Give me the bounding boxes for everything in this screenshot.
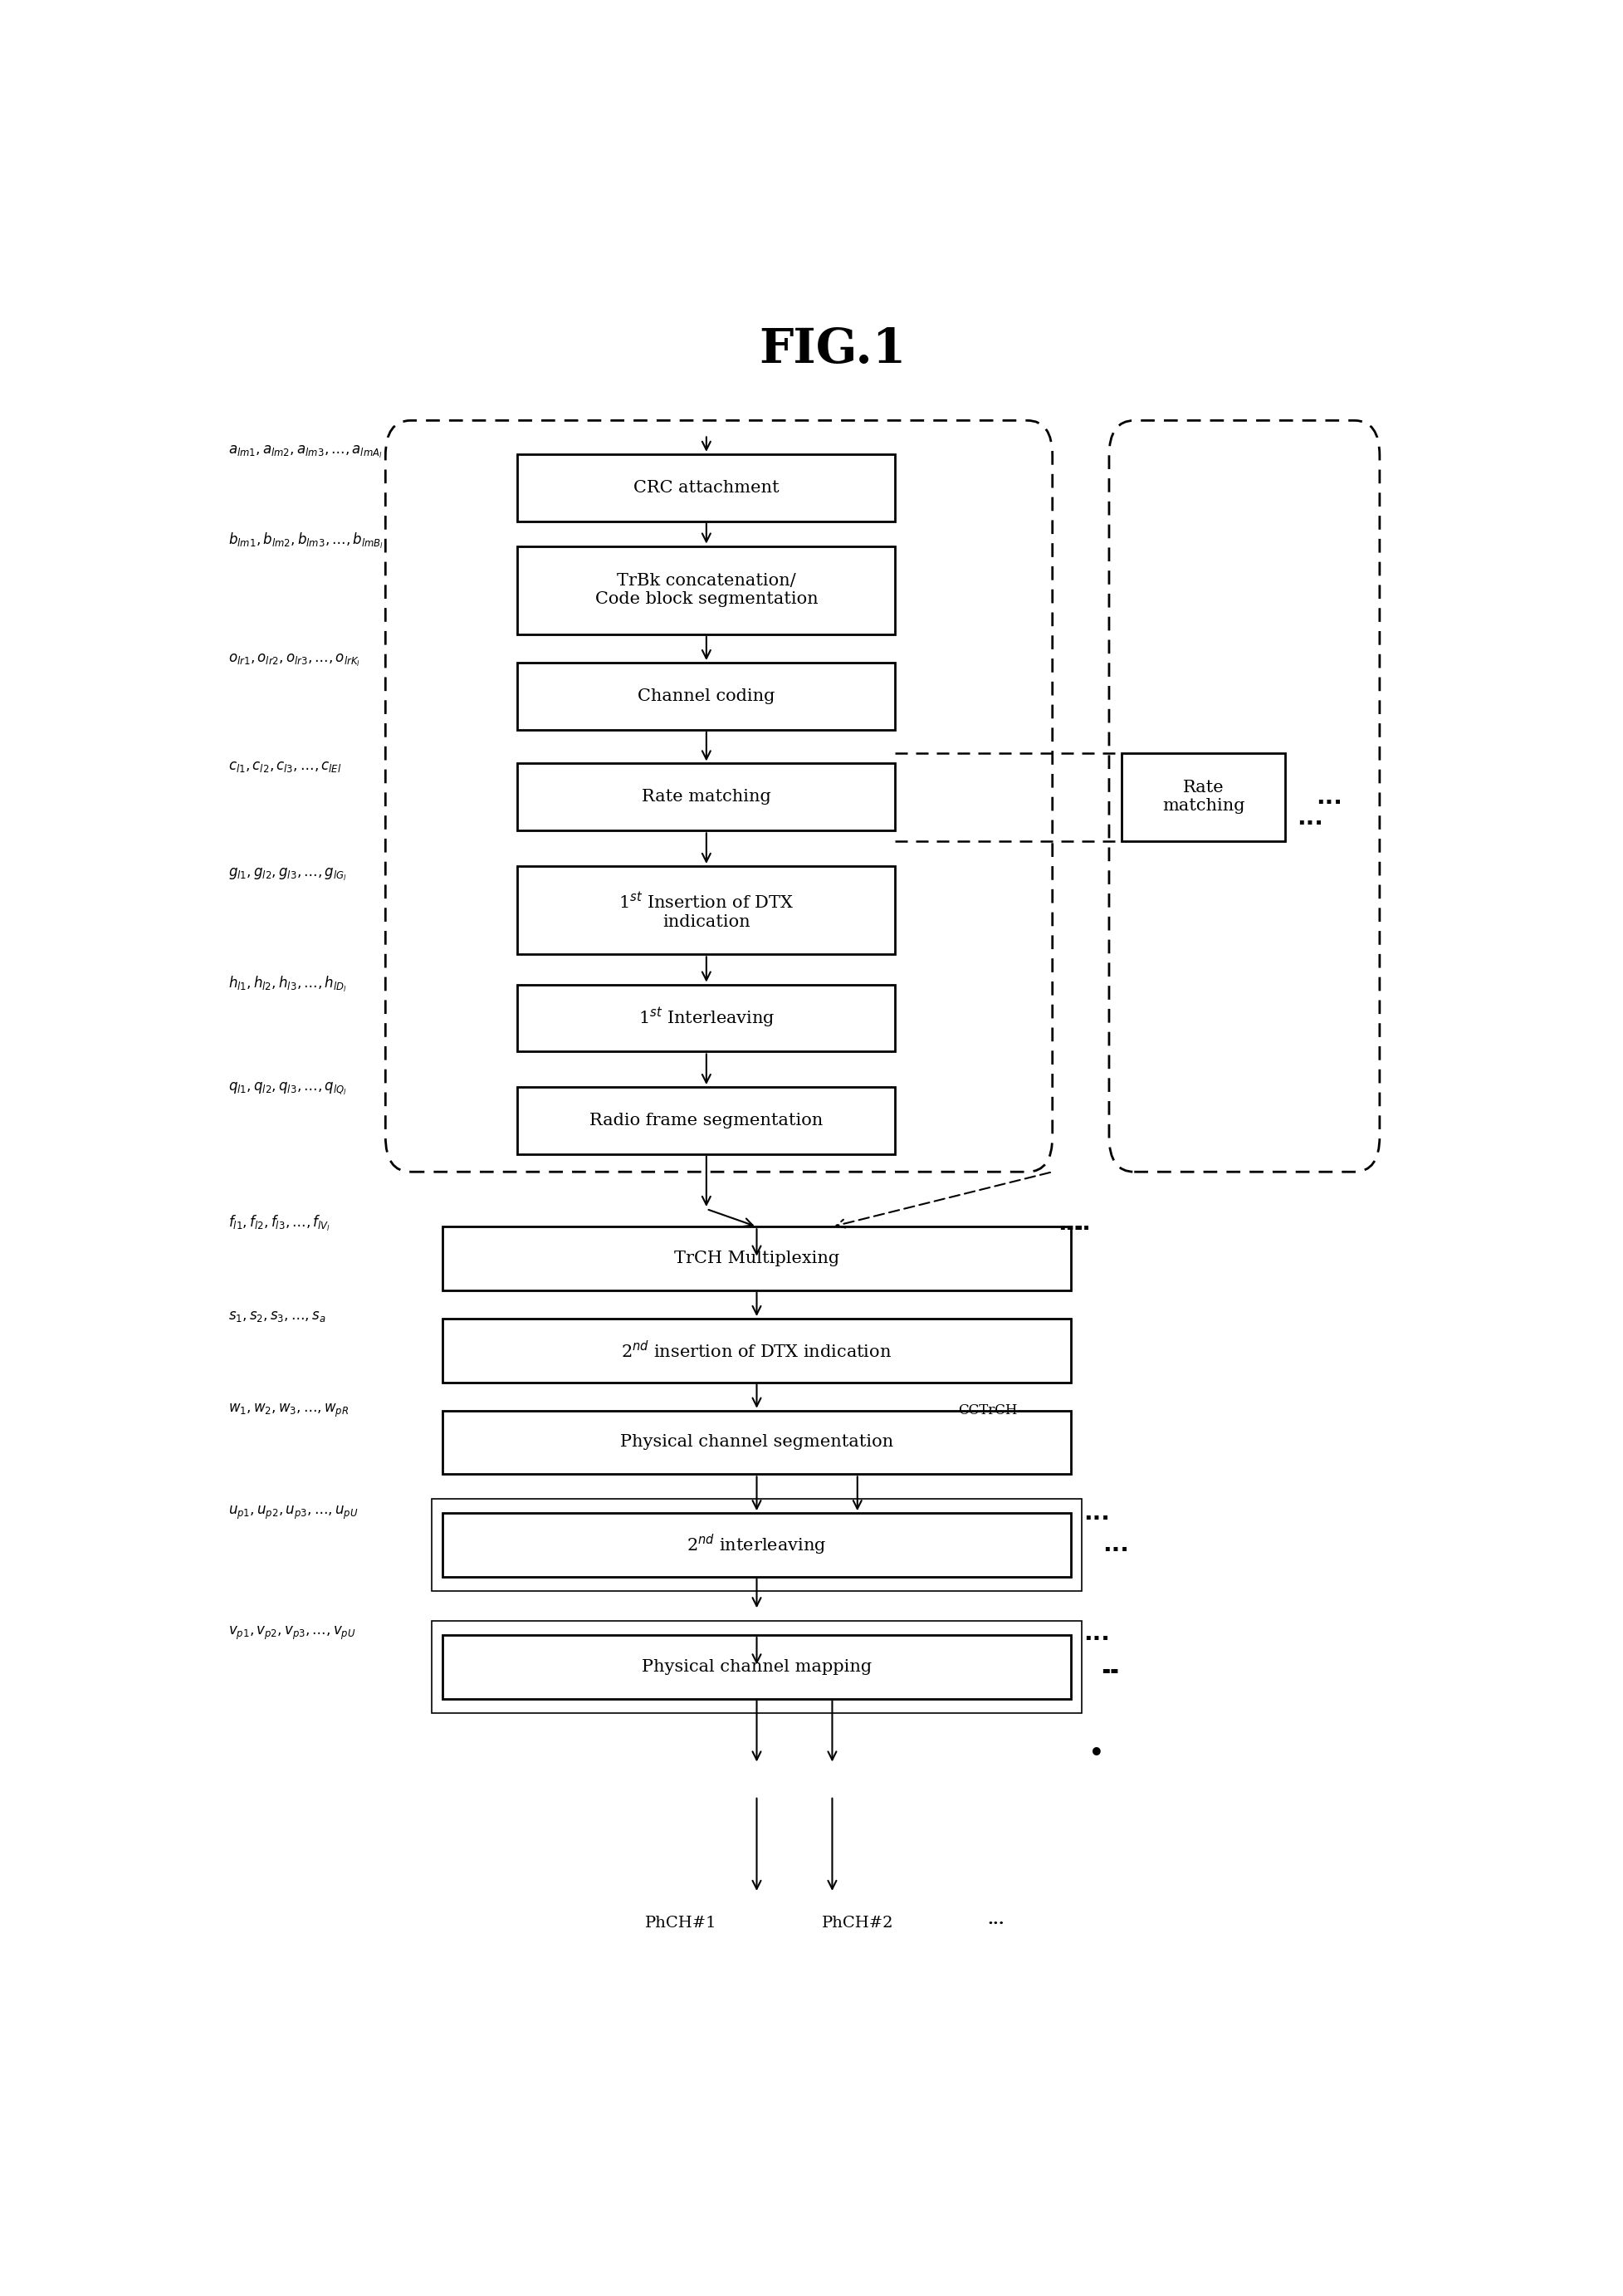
Text: ..: .. (1100, 1655, 1117, 1678)
Text: Channel coding: Channel coding (638, 689, 774, 705)
Text: ...: ... (1102, 1534, 1128, 1557)
Text: ...: ... (1297, 806, 1323, 829)
Text: $b_{lm1},b_{lm2},b_{lm3},\ldots,b_{lmB_l}$: $b_{lm1},b_{lm2},b_{lm3},\ldots,b_{lmB_l… (227, 530, 383, 551)
Text: 1$^{st}$ Interleaving: 1$^{st}$ Interleaving (638, 1006, 774, 1031)
FancyBboxPatch shape (1121, 753, 1285, 840)
FancyBboxPatch shape (518, 664, 894, 730)
Text: ...: ... (1058, 1212, 1084, 1235)
FancyBboxPatch shape (518, 455, 894, 521)
Text: FIG.1: FIG.1 (758, 326, 906, 372)
Text: ...: ... (1083, 1621, 1109, 1644)
Text: $s_1,s_2,s_3,\ldots,s_a$: $s_1,s_2,s_3,\ldots,s_a$ (227, 1309, 326, 1325)
Text: $h_{l1},h_{l2},h_{l3},\ldots,h_{lD_l}$: $h_{l1},h_{l2},h_{l3},\ldots,h_{lD_l}$ (227, 976, 346, 994)
Text: $g_{l1},g_{l2},g_{l3},\ldots,g_{lG_l}$: $g_{l1},g_{l2},g_{l3},\ldots,g_{lG_l}$ (227, 868, 347, 882)
FancyBboxPatch shape (441, 1635, 1071, 1699)
FancyBboxPatch shape (518, 985, 894, 1052)
Text: ..: .. (1102, 1655, 1120, 1678)
Text: PhCH#2: PhCH#2 (821, 1915, 893, 1931)
Text: ...: ... (1315, 785, 1342, 808)
Text: $v_{p1},v_{p2},v_{p3},\ldots,v_{pU}$: $v_{p1},v_{p2},v_{p3},\ldots,v_{pU}$ (227, 1626, 355, 1642)
Text: ...: ... (987, 1913, 1005, 1926)
Text: $q_{l1},q_{l2},q_{l3},\ldots,q_{lQ_l}$: $q_{l1},q_{l2},q_{l3},\ldots,q_{lQ_l}$ (227, 1081, 347, 1097)
Text: $f_{l1},f_{l2},f_{l3},\ldots,f_{lV_l}$: $f_{l1},f_{l2},f_{l3},\ldots,f_{lV_l}$ (227, 1215, 329, 1233)
Text: 2$^{nd}$ interleaving: 2$^{nd}$ interleaving (687, 1534, 826, 1557)
Text: ...: ... (1063, 1212, 1091, 1235)
FancyBboxPatch shape (518, 546, 894, 634)
FancyBboxPatch shape (518, 765, 894, 831)
Text: CCTrCH: CCTrCH (958, 1403, 1018, 1417)
FancyBboxPatch shape (441, 1226, 1071, 1290)
Text: 1$^{st}$ Insertion of DTX
indication: 1$^{st}$ Insertion of DTX indication (618, 891, 794, 930)
FancyBboxPatch shape (518, 866, 894, 955)
FancyBboxPatch shape (518, 1086, 894, 1155)
Text: $c_{l1},c_{l2},c_{l3},\ldots,c_{lEl}$: $c_{l1},c_{l2},c_{l3},\ldots,c_{lEl}$ (227, 760, 341, 774)
Text: CRC attachment: CRC attachment (633, 480, 779, 496)
Text: $u_{p1},u_{p2},u_{p3},\ldots,u_{pU}$: $u_{p1},u_{p2},u_{p3},\ldots,u_{pU}$ (227, 1504, 357, 1522)
Text: Rate matching: Rate matching (641, 790, 771, 806)
Text: Radio frame segmentation: Radio frame segmentation (589, 1114, 823, 1127)
Text: TrCH Multiplexing: TrCH Multiplexing (674, 1251, 839, 1267)
Text: $o_{lr1},o_{lr2},o_{lr3},\ldots,o_{lrK_l}$: $o_{lr1},o_{lr2},o_{lr3},\ldots,o_{lrK_l… (227, 652, 360, 668)
FancyBboxPatch shape (441, 1318, 1071, 1382)
Text: •: • (1089, 1743, 1104, 1766)
Text: 2$^{nd}$ insertion of DTX indication: 2$^{nd}$ insertion of DTX indication (622, 1341, 891, 1362)
Text: TrBk concatenation/
Code block segmentation: TrBk concatenation/ Code block segmentat… (594, 574, 818, 606)
Text: $a_{lm1},a_{lm2},a_{lm3},\ldots,a_{lmA_l}$: $a_{lm1},a_{lm2},a_{lm3},\ldots,a_{lmA_l… (227, 445, 381, 459)
Text: ...: ... (1083, 1502, 1109, 1525)
Text: PhCH#1: PhCH#1 (644, 1915, 717, 1931)
Text: Physical channel segmentation: Physical channel segmentation (620, 1435, 893, 1451)
FancyBboxPatch shape (441, 1513, 1071, 1577)
Text: $w_1,w_2,w_3,\ldots,w_{pR}$: $w_1,w_2,w_3,\ldots,w_{pR}$ (227, 1403, 349, 1419)
Text: Physical channel mapping: Physical channel mapping (641, 1660, 872, 1674)
Text: Rate
matching: Rate matching (1162, 781, 1245, 815)
FancyBboxPatch shape (441, 1410, 1071, 1474)
